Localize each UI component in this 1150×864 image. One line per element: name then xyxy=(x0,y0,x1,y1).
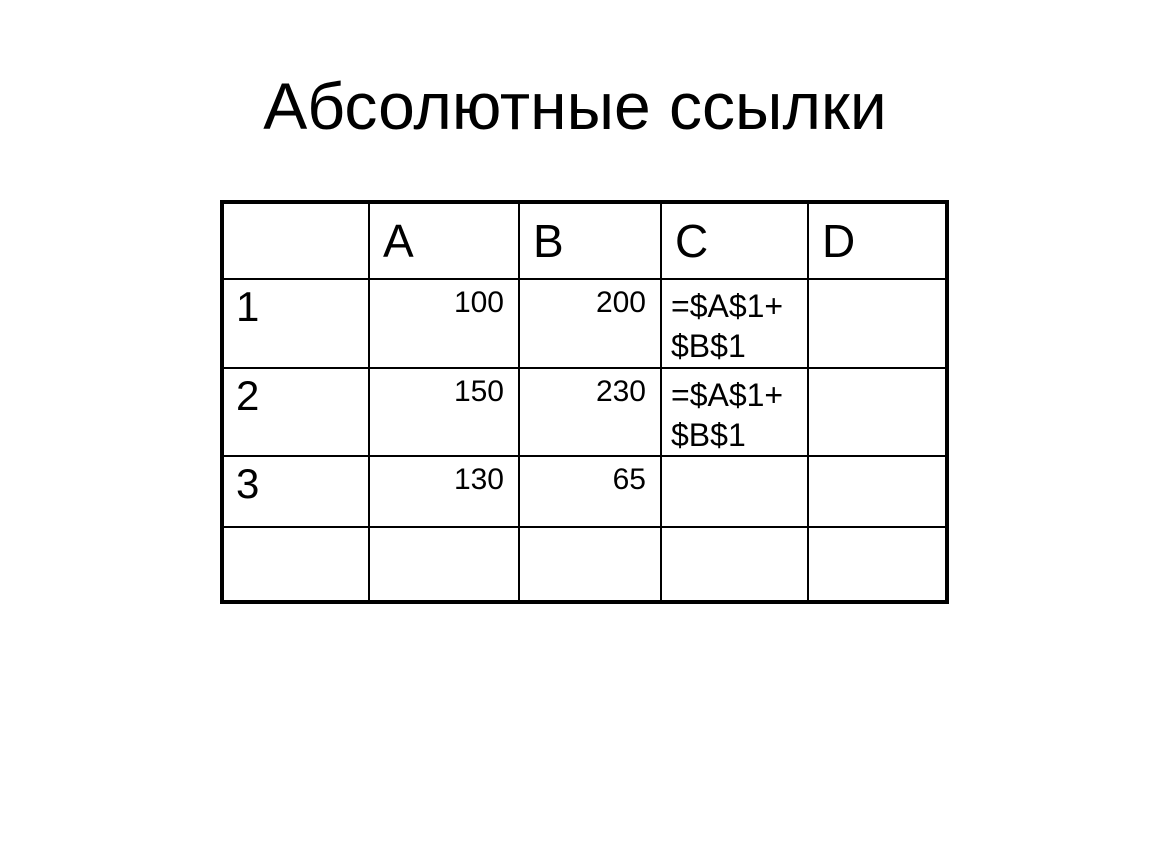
column-header-a: A xyxy=(368,201,520,280)
spreadsheet-table: A B C D 1 100 200 =$A$1+ $B$1 2 150 230 … xyxy=(220,200,949,604)
cell-b2: 230 xyxy=(518,367,662,457)
cell-b3: 65 xyxy=(518,455,662,528)
cell-c3 xyxy=(660,455,809,528)
cell-d4 xyxy=(807,526,948,603)
cell-d2 xyxy=(807,367,948,457)
cell-b1: 200 xyxy=(518,278,662,369)
cell-c2: =$A$1+ $B$1 xyxy=(660,367,809,457)
cell-a4 xyxy=(368,526,520,603)
table-row-2: 2 150 230 =$A$1+ $B$1 xyxy=(221,367,948,457)
cell-d3 xyxy=(807,455,948,528)
spreadsheet-area: A B C D 1 100 200 =$A$1+ $B$1 2 150 230 … xyxy=(220,200,949,604)
row-label-3: 3 xyxy=(221,455,370,528)
slide-title: Абсолютные ссылки xyxy=(263,69,887,143)
table-row-3: 3 130 65 xyxy=(221,455,948,528)
cell-b4 xyxy=(518,526,662,603)
cell-a1: 100 xyxy=(368,278,520,369)
table-row-1: 1 100 200 =$A$1+ $B$1 xyxy=(221,278,948,369)
cell-a3: 130 xyxy=(368,455,520,528)
column-header-c: C xyxy=(660,201,809,280)
row-label-1: 1 xyxy=(221,278,370,369)
column-header-row: A B C D xyxy=(221,201,948,280)
table-row-4 xyxy=(221,526,948,603)
cell-d1 xyxy=(807,278,948,369)
column-header-d: D xyxy=(807,201,948,280)
cell-c4 xyxy=(660,526,809,603)
row-label-2: 2 xyxy=(221,367,370,457)
cell-a2: 150 xyxy=(368,367,520,457)
row-label-4 xyxy=(221,526,370,603)
cell-c1: =$A$1+ $B$1 xyxy=(660,278,809,369)
column-header-b: B xyxy=(518,201,662,280)
corner-cell xyxy=(221,201,370,280)
